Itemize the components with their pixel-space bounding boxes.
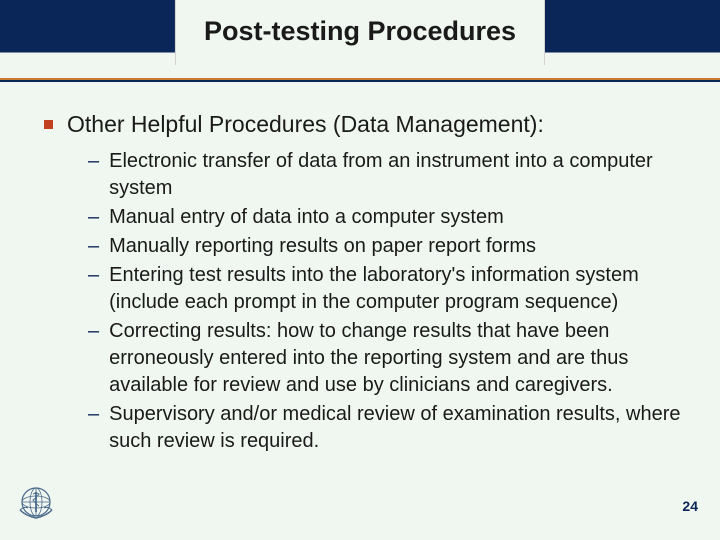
- dash-icon: –: [88, 148, 99, 175]
- list-item: – Correcting results: how to change resu…: [88, 318, 684, 399]
- dash-icon: –: [88, 204, 99, 231]
- list-item-text: Electronic transfer of data from an inst…: [109, 148, 684, 202]
- page-number: 24: [682, 498, 698, 514]
- section-heading: Other Helpful Procedures (Data Managemen…: [67, 110, 544, 140]
- list-item-text: Correcting results: how to change result…: [109, 318, 684, 399]
- title-container: Post-testing Procedures: [175, 0, 545, 65]
- list-item-text: Entering test results into the laborator…: [109, 262, 684, 316]
- list-item: – Manually reporting results on paper re…: [88, 233, 684, 260]
- dash-icon: –: [88, 262, 99, 289]
- list-item-text: Supervisory and/or medical review of exa…: [109, 401, 684, 455]
- slide-title: Post-testing Procedures: [204, 16, 516, 47]
- square-bullet-icon: [44, 120, 53, 129]
- list-item: – Manual entry of data into a computer s…: [88, 204, 684, 231]
- who-logo-icon: [14, 480, 58, 524]
- list-item: – Supervisory and/or medical review of e…: [88, 401, 684, 455]
- list-item-text: Manually reporting results on paper repo…: [109, 233, 536, 260]
- header-band: Post-testing Procedures: [0, 0, 720, 85]
- dash-icon: –: [88, 401, 99, 428]
- section-heading-row: Other Helpful Procedures (Data Managemen…: [44, 110, 684, 140]
- content-area: Other Helpful Procedures (Data Managemen…: [44, 110, 684, 457]
- sub-bullet-list: – Electronic transfer of data from an in…: [88, 148, 684, 455]
- dash-icon: –: [88, 318, 99, 345]
- list-item: – Electronic transfer of data from an in…: [88, 148, 684, 202]
- list-item: – Entering test results into the laborat…: [88, 262, 684, 316]
- dash-icon: –: [88, 233, 99, 260]
- list-item-text: Manual entry of data into a computer sys…: [109, 204, 504, 231]
